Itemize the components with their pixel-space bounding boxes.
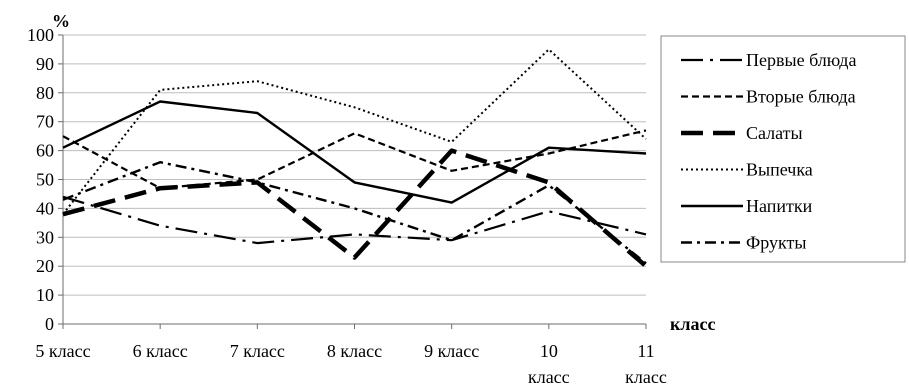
series-line [62,195,647,245]
legend-label: Фрукты [746,233,806,253]
legend-label: Салаты [746,123,803,143]
legend-label: Выпечка [746,160,813,180]
x-axis-title: класс [670,314,715,334]
series-line [62,100,647,204]
y-tick-label: 40 [36,198,54,218]
y-tick-label: 10 [36,285,54,305]
legend-item: Салаты [681,123,803,143]
x-tick-label: 11 класс [625,341,667,387]
legend-label: Вторые блюда [746,87,856,107]
legend-item: Напитки [681,196,813,216]
legend-label: Первые блюда [746,50,856,70]
gridlines [63,34,646,296]
y-tick-label: 90 [36,54,54,74]
tick-labels: 0 10 20 30 40 50 60 70 80 90 100 5 класс 6 класс 7 кл… [27,25,667,387]
y-axis-title: % [52,11,70,31]
y-tick-label: 60 [36,141,54,161]
x-tick-label: 7 класс [230,341,285,361]
x-tick-label: 8 класс [327,341,382,361]
legend-item: Первые блюда [681,50,856,70]
x-tick-label: 6 класс [133,341,188,361]
axes [58,34,647,329]
legend-item: Вторые блюда [681,87,856,107]
y-tick-label: 70 [36,112,54,132]
legend-label: Напитки [746,196,813,216]
legend-item: Выпечка [681,160,813,180]
legend: Первые блюда Вторые блюда Салаты Выпечка Нап… [660,35,906,263]
y-tick-label: 20 [36,256,54,276]
series-lines [62,48,648,268]
x-tick-label: 10 класс [528,341,570,387]
y-tick-label: 100 [27,25,54,45]
legend-box [660,35,906,263]
x-tick-label: 9 класс [424,341,479,361]
series-line [62,48,647,215]
y-tick-label: 30 [36,227,54,247]
series-line [62,148,648,268]
y-tick-label: 80 [36,83,54,103]
series-line [62,160,647,265]
y-tick-label: 50 [36,170,54,190]
legend-item: Фрукты [681,233,806,253]
y-tick-label: 0 [45,314,54,334]
x-tick-label: 5 класс [35,341,90,361]
